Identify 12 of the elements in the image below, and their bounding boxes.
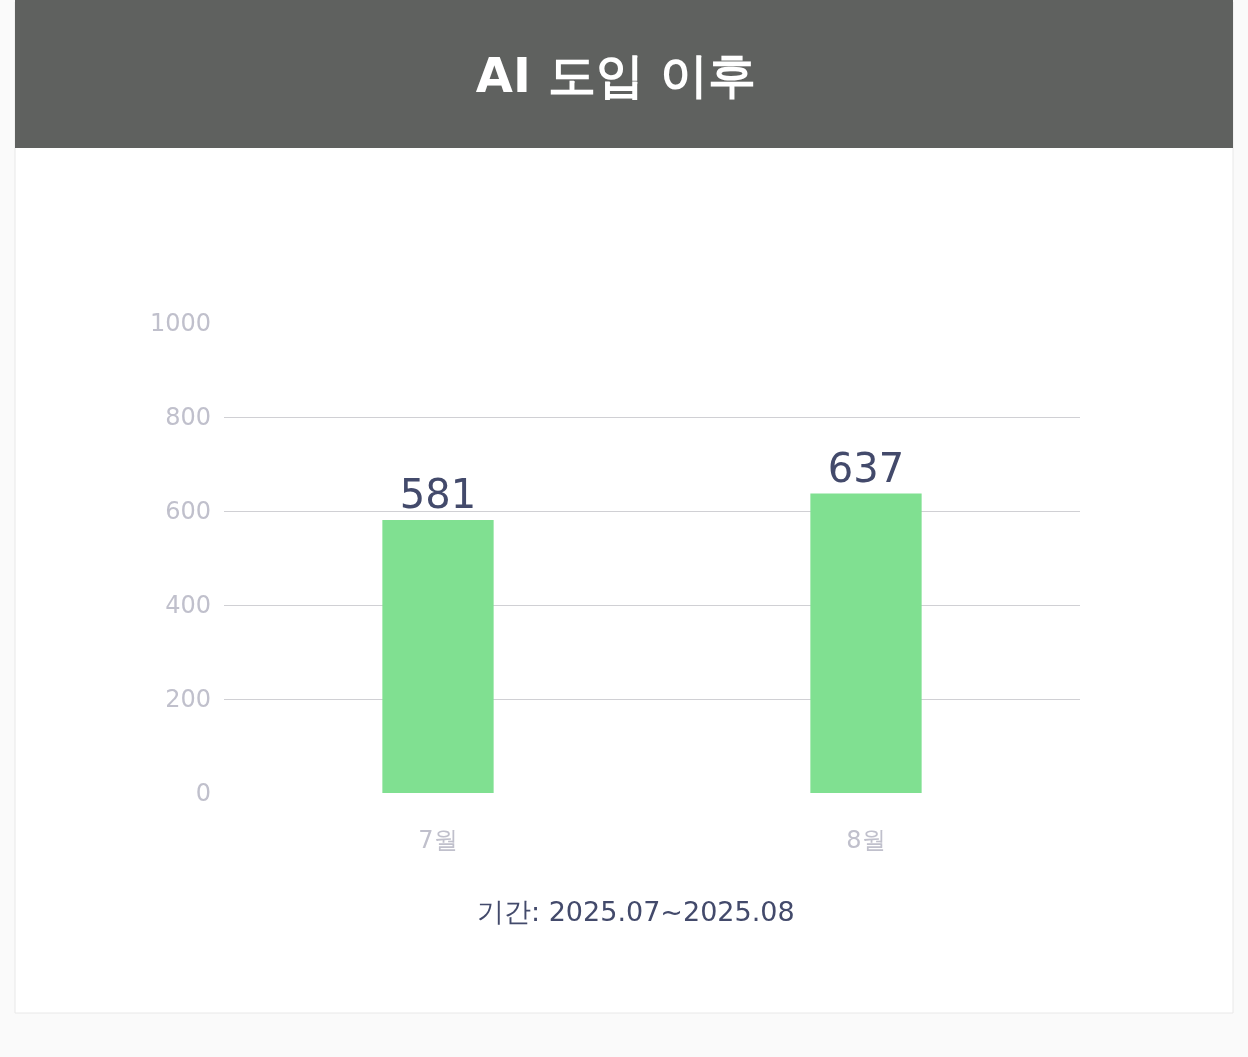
y-tick-label: 200 — [165, 685, 211, 714]
chart-title: AI 도입 이후 — [475, 46, 757, 103]
x-tick-label: 8월 — [846, 826, 886, 854]
y-tick-label: 0 — [195, 779, 211, 808]
data-label: 637 — [827, 444, 905, 491]
x-tick-label: 7월 — [418, 826, 458, 854]
text: 기간: 2025.07~2025.08 — [477, 896, 795, 927]
data-label: 581 — [399, 470, 477, 517]
y-tick-label: 1000 — [149, 309, 211, 338]
y-tick-label: 600 — [165, 497, 211, 526]
y-tick-label: 800 — [165, 403, 211, 432]
y-tick-label: 400 — [165, 591, 211, 620]
